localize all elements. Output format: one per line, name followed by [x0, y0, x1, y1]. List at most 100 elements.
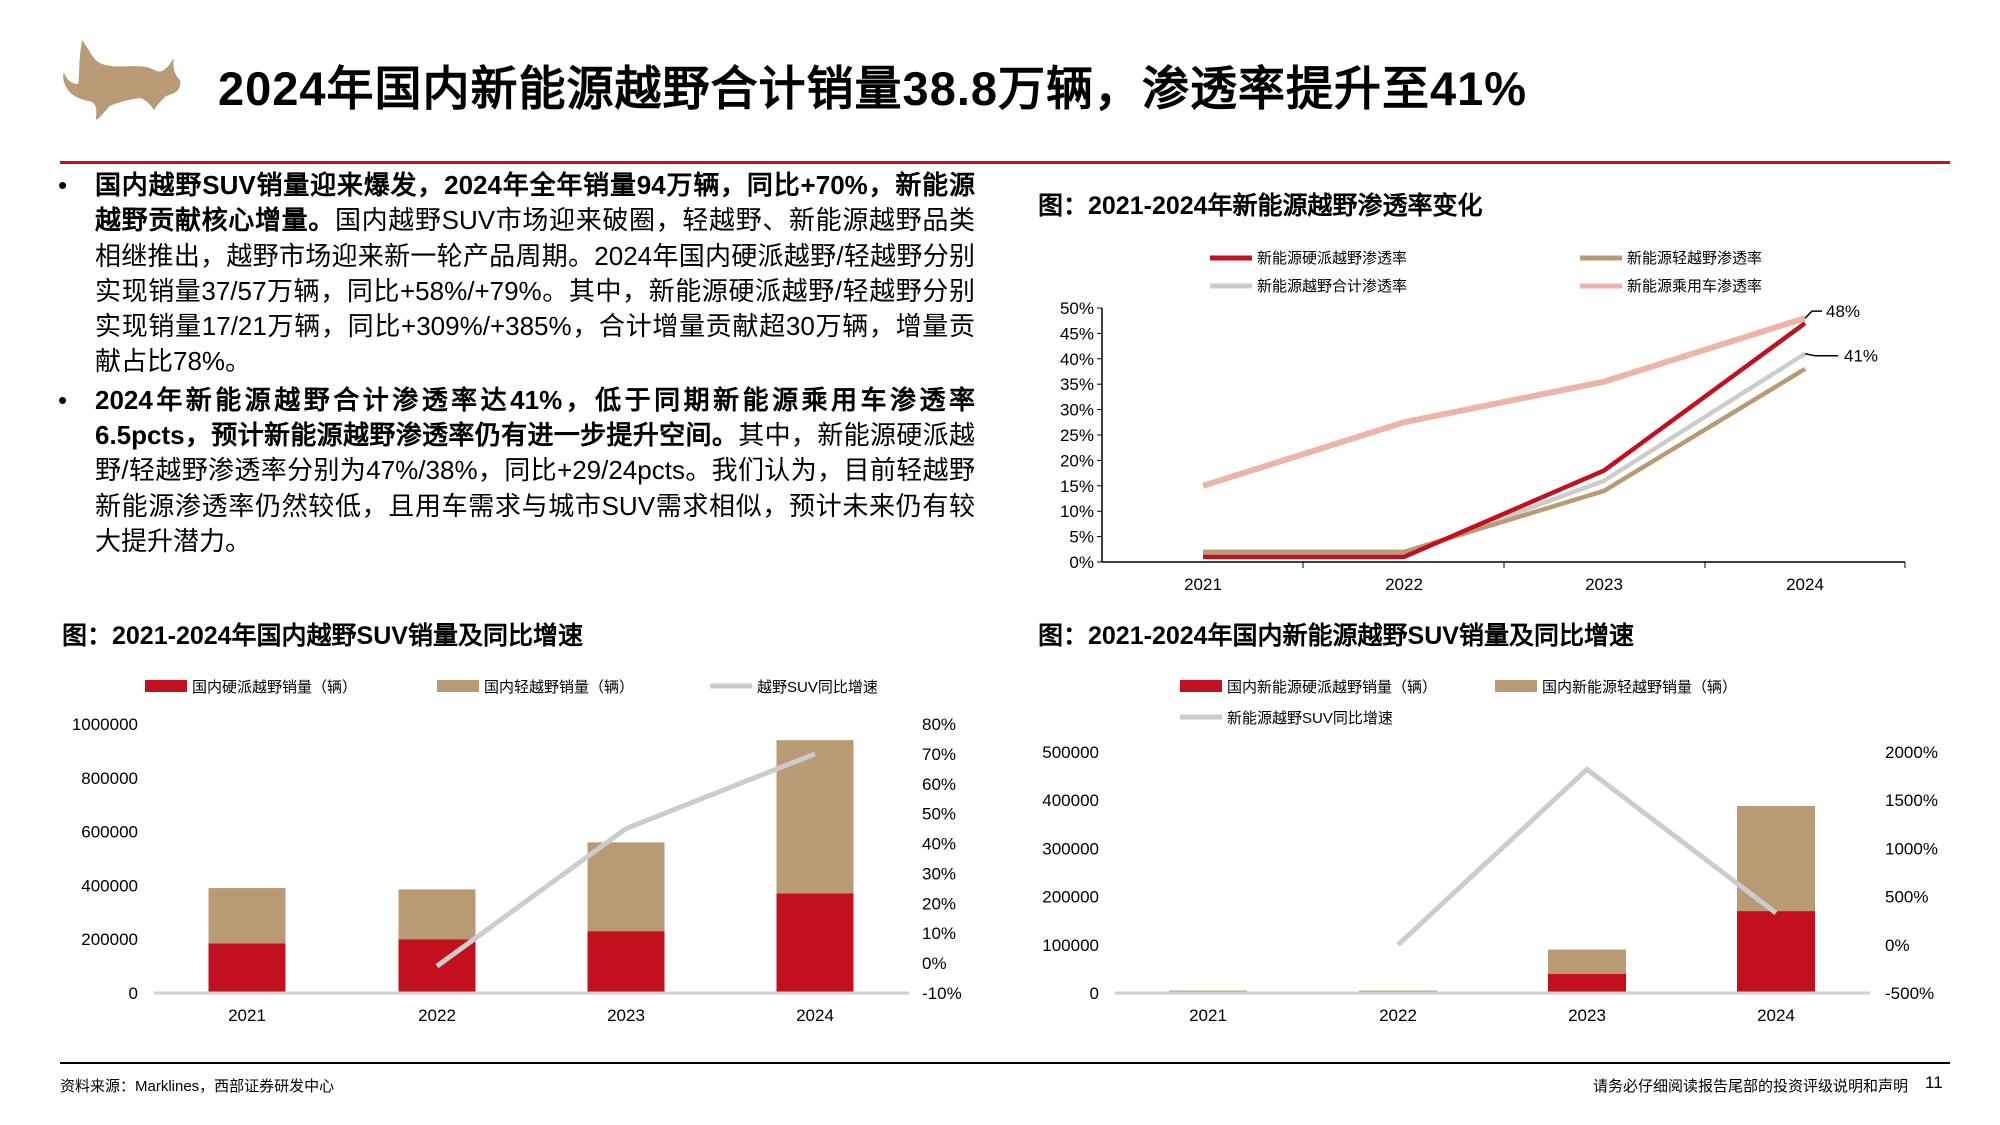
- header-divider: [60, 161, 1950, 164]
- y2-tick-label: 40%: [922, 835, 956, 854]
- x-tick-label: 2023: [1568, 1006, 1606, 1025]
- y-tick-label: 40%: [1060, 350, 1094, 369]
- bullet-item: • 2024年新能源越野合计渗透率达41%，低于同期新能源乘用车渗透率6.5pc…: [58, 383, 975, 559]
- x-tick-label: 2021: [228, 1006, 266, 1025]
- growth-line: [435, 751, 816, 969]
- bar-segment: [208, 943, 286, 993]
- source-note: 资料来源：Marklines，西部证券研发中心: [60, 1078, 335, 1095]
- bullet-item: • 国内越野SUV销量迎来爆发，2024年全年销量94万辆，同比+70%，新能源…: [58, 168, 975, 380]
- bar-segment: [1737, 911, 1815, 993]
- y-tick-label: 20%: [1060, 451, 1094, 470]
- bullet-list: • 国内越野SUV销量迎来爆发，2024年全年销量94万辆，同比+70%，新能源…: [58, 168, 975, 559]
- y-tick-label: 10%: [1060, 502, 1094, 521]
- y-tick-label: 400000: [1042, 791, 1099, 810]
- bar-segment: [1548, 973, 1626, 993]
- legend-swatch: [1495, 680, 1537, 692]
- y-tick-label: 1000000: [72, 715, 138, 734]
- x-tick-label: 2021: [1189, 1006, 1227, 1025]
- y2-tick-label: 80%: [922, 715, 956, 734]
- y2-tick-label: 70%: [922, 745, 956, 764]
- y-tick-label: 400000: [81, 876, 138, 895]
- series-line: [1203, 321, 1807, 560]
- bullet-bold-text: 2024年新能源越野合计渗透率达41%，低于同期新能源乘用车渗透率6.5pcts…: [95, 384, 975, 451]
- y-tick-label: 25%: [1060, 426, 1094, 445]
- legend-label: 国内新能源轻越野销量（辆）: [1542, 679, 1737, 696]
- legend-label: 新能源乘用车渗透率: [1627, 278, 1762, 295]
- legend-label: 新能源轻越野渗透率: [1627, 250, 1762, 267]
- y-tick-label: 35%: [1060, 375, 1094, 394]
- y-tick-label: 500000: [1042, 743, 1099, 762]
- y2-tick-label: 1000%: [1885, 839, 1938, 858]
- y2-tick-label: 2000%: [1885, 743, 1938, 762]
- y2-tick-label: 10%: [922, 924, 956, 943]
- y-tick-label: 50%: [1060, 299, 1094, 318]
- series-line: [1202, 315, 1806, 489]
- y2-tick-label: 1500%: [1885, 791, 1938, 810]
- bar-segment: [776, 893, 854, 993]
- charts-canvas: 0% 5% 10% 15% 20% 25% 30% 35% 40% 45% 50% 2021 2022 2…: [72, 250, 1938, 1025]
- y-tick-label: 45%: [1060, 324, 1094, 343]
- y2-tick-label: 30%: [922, 864, 956, 883]
- x-tick-label: 2024: [796, 1006, 834, 1025]
- bull-logo-icon: [63, 40, 181, 120]
- disclaimer: 请务必仔细阅读报告尾部的投资评级说明和声明: [1592, 1078, 1908, 1095]
- bullet-dot: •: [58, 384, 68, 415]
- y-tick-label: 300000: [1042, 839, 1099, 858]
- y-tick-label: 15%: [1060, 477, 1094, 496]
- series-line: [1203, 367, 1807, 555]
- legend-label: 国内轻越野销量（辆）: [484, 679, 634, 696]
- bullet-dot: •: [58, 170, 68, 200]
- page-title: 2024年国内新能源越野合计销量38.8万辆，渗透率提升至41%: [218, 62, 1528, 115]
- annotation-label: 48%: [1826, 302, 1860, 321]
- series-line: [1203, 351, 1807, 557]
- y-tick-label: 0: [1090, 984, 1099, 1003]
- chart-title-penetration: 图：2021-2024年新能源越野渗透率变化: [1038, 192, 1483, 220]
- growth-line: [1396, 766, 1778, 947]
- y2-tick-label: 500%: [1885, 888, 1928, 907]
- y2-tick-label: 20%: [922, 894, 956, 913]
- bar-segment: [1548, 949, 1626, 974]
- y-tick-label: 200000: [1042, 888, 1099, 907]
- y-tick-label: 600000: [81, 823, 138, 842]
- x-tick-label: 2023: [1585, 575, 1623, 594]
- y-tick-label: 800000: [81, 769, 138, 788]
- x-tick-label: 2023: [607, 1006, 645, 1025]
- y-tick-label: 200000: [81, 930, 138, 949]
- x-tick-label: 2021: [1184, 575, 1222, 594]
- legend-swatch: [437, 680, 479, 692]
- y2-tick-label: -500%: [1885, 984, 1934, 1003]
- y-tick-label: 100000: [1042, 936, 1099, 955]
- footer-divider: [60, 1062, 1950, 1064]
- legend-label: 新能源硬派越野渗透率: [1257, 250, 1407, 267]
- y2-tick-label: 0%: [922, 954, 947, 973]
- y2-tick-label: 60%: [922, 775, 956, 794]
- chart-title-suv-sales: 图：2021-2024年国内越野SUV销量及同比增速: [62, 622, 583, 650]
- legend-label: 新能源越野SUV同比增速: [1227, 710, 1393, 727]
- x-tick-label: 2024: [1786, 575, 1824, 594]
- x-tick-label: 2022: [1385, 575, 1423, 594]
- legend-label: 新能源越野合计渗透率: [1257, 278, 1407, 295]
- bar-segment: [587, 842, 665, 932]
- y2-tick-label: 0%: [1885, 936, 1910, 955]
- x-tick-label: 2022: [418, 1006, 456, 1025]
- y2-tick-label: -10%: [922, 984, 962, 1003]
- bar-segment: [587, 931, 665, 993]
- y2-tick-label: 50%: [922, 805, 956, 824]
- bar-segment: [398, 889, 476, 940]
- y-tick-label: 0%: [1069, 553, 1094, 572]
- chart-title-nev-suv-sales: 图：2021-2024年国内新能源越野SUV销量及同比增速: [1038, 622, 1634, 650]
- bullet-text: 其中，新能源硬派越野/轻越野渗透率分别为47%/38%，同比+29/24pcts…: [95, 420, 975, 556]
- legend-label: 越野SUV同比增速: [757, 679, 878, 696]
- legend-swatch: [145, 680, 187, 692]
- legend-label: 国内新能源硬派越野销量（辆）: [1227, 679, 1437, 696]
- legend-label: 国内硬派越野销量（辆）: [192, 679, 357, 696]
- y-tick-label: 5%: [1069, 528, 1094, 547]
- x-tick-label: 2022: [1379, 1006, 1417, 1025]
- bullet-text: 国内越野SUV市场迎来破圈，轻越野、新能源越野品类相继推出，越野市场迎来新一轮产…: [95, 205, 975, 377]
- annotation-leader: [1804, 310, 1822, 319]
- bullet-bold-text: 国内越野SUV销量迎来爆发，2024年全年销量94万辆，同比+70%，新能源越野…: [95, 170, 975, 236]
- y-tick-label: 0: [129, 984, 138, 1003]
- legend-swatch: [1180, 680, 1222, 692]
- x-tick-label: 2024: [1757, 1006, 1795, 1025]
- page-number: 11: [1925, 1073, 1943, 1092]
